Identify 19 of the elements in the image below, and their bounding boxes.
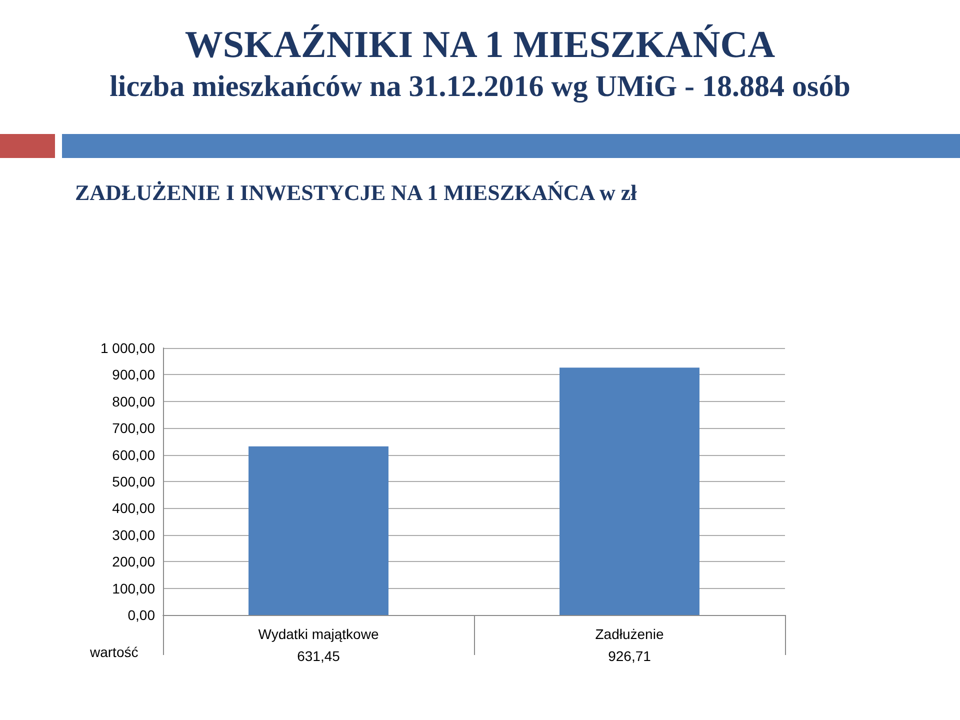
text: ZADŁUŻENIE I INWESTYCJE NA 1 MIESZKAŃCA w zł xyxy=(75,180,637,206)
y-tick-label: 600,00 xyxy=(112,446,156,463)
y-tick-label: 100,00 xyxy=(112,580,156,596)
x-tick-label: Zadłużenie xyxy=(595,626,664,642)
y-tick-label: 400,00 xyxy=(112,500,156,516)
data-label: 631,45 xyxy=(297,648,340,664)
y-tick-label: 200,00 xyxy=(112,554,156,570)
y-tick-label: 900,00 xyxy=(112,366,156,383)
data-label: 926,71 xyxy=(608,648,652,664)
y-tick-label: 0,00 xyxy=(128,607,156,623)
chart-subtitle: liczba mieszkańców na 31.12.2016 wg UMiG - 18.884 osób xyxy=(108,69,852,105)
y-tick-label: 700,00 xyxy=(112,420,156,436)
y-tick-label: 800,00 xyxy=(112,393,156,410)
y-tick-label: 500,00 xyxy=(112,474,156,490)
chart-title: WSKAŹNIKI NA 1 MIESZKAŃCA xyxy=(184,23,776,68)
y-tick-label: 300,00 xyxy=(112,526,156,543)
x-tick-label: Wydatki majątkowe xyxy=(258,626,379,642)
y-tick-label: 1 000,00 xyxy=(100,340,156,356)
text: wartość xyxy=(89,644,138,660)
